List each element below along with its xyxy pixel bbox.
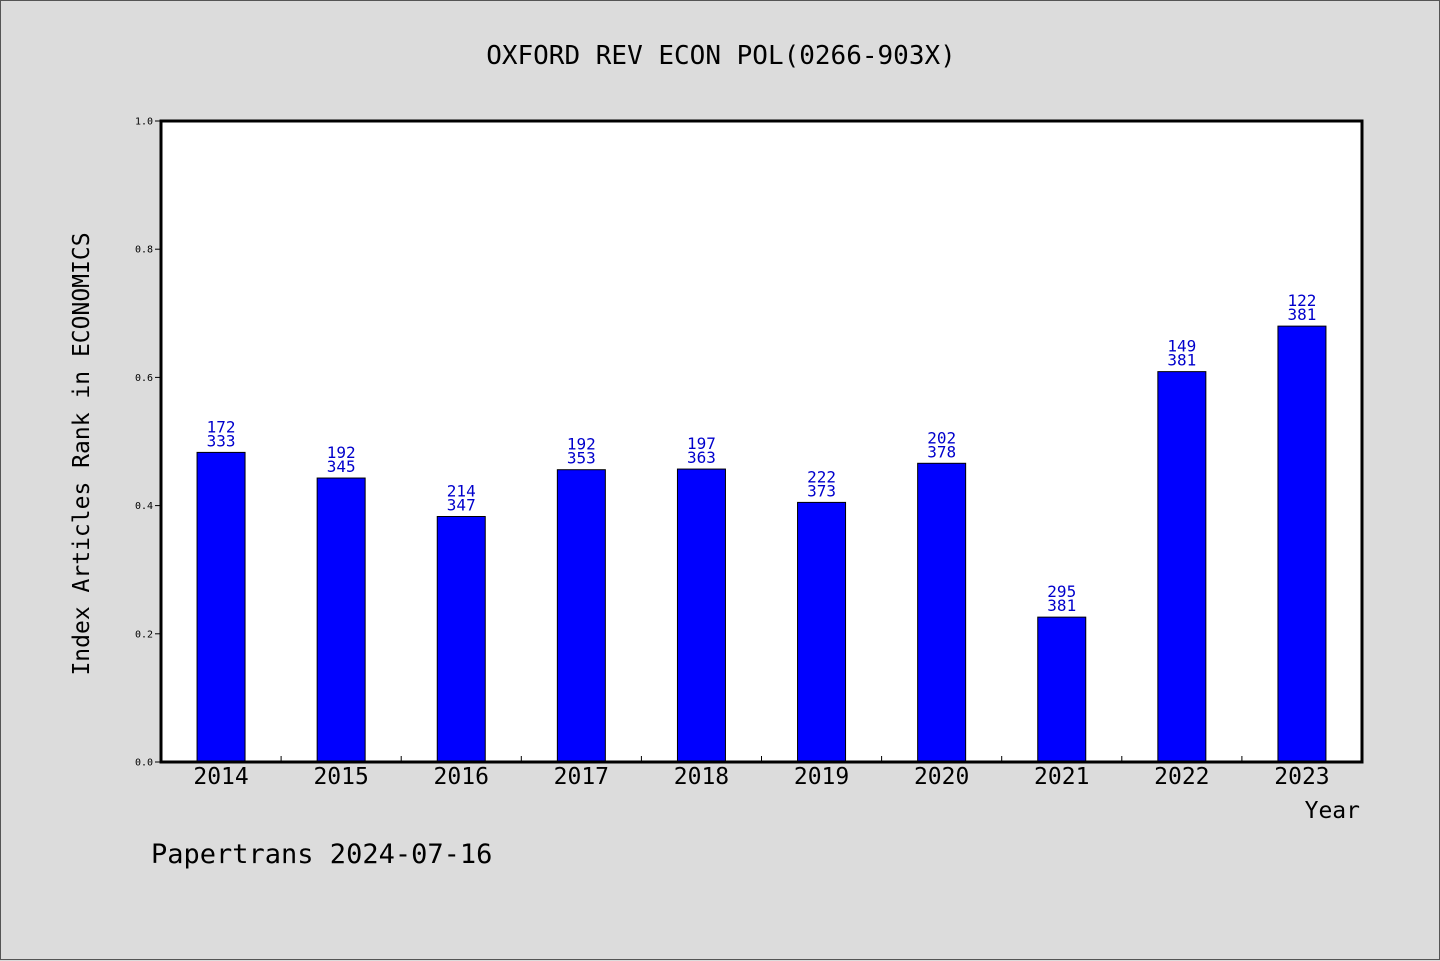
bar-2019 <box>797 501 847 763</box>
x-tick-label: 2016 <box>434 764 489 790</box>
y-tick-label: 1.0 <box>135 117 153 128</box>
y-tick-label: 0.0 <box>135 758 153 769</box>
bar-label-top: 202 <box>927 428 956 447</box>
y-axis-label: Index Articles Rank in ECONOMICS <box>69 232 95 675</box>
bar-2023 <box>1277 325 1327 763</box>
x-tick-label: 2022 <box>1154 764 1209 790</box>
bar-label-top: 192 <box>567 435 596 454</box>
bar-label-top: 192 <box>327 443 356 462</box>
bar-label-bottom: 345 <box>327 457 356 476</box>
bar-2018 <box>676 468 726 763</box>
bar-2020 <box>917 462 967 763</box>
bar-2014 <box>196 451 246 763</box>
y-tick-label: 0.4 <box>135 501 153 512</box>
bar-2015 <box>316 477 366 763</box>
x-tick-label: 2015 <box>313 764 368 790</box>
plot-border <box>159 119 1364 764</box>
y-axis: 0.0 0.2 0.4 0.6 0.8 1.0 <box>135 117 161 769</box>
chart-title: OXFORD REV ECON POL(0266-903X) <box>486 41 956 71</box>
bar-label-bottom: 333 <box>207 431 236 450</box>
x-tick-label: 2018 <box>674 764 729 790</box>
x-tick-label: 2017 <box>554 764 609 790</box>
bar-2016 <box>436 515 486 763</box>
bar-2021 <box>1037 616 1087 763</box>
footer-text: Papertrans 2024-07-16 <box>151 839 492 870</box>
x-tick-label: 2021 <box>1034 764 1089 790</box>
bar-label-bottom: 373 <box>807 481 836 500</box>
bar-label-bottom: 381 <box>1167 351 1196 370</box>
bar-label-bottom: 381 <box>1047 596 1076 615</box>
x-axis-label: Year <box>1305 798 1360 824</box>
bar-label-top: 197 <box>687 434 716 453</box>
bar-label-top: 295 <box>1047 582 1076 601</box>
bar-2022 <box>1157 371 1207 763</box>
bar-label-bottom: 347 <box>447 495 476 514</box>
x-tick-label: 2020 <box>914 764 969 790</box>
y-tick-label: 0.2 <box>135 629 153 640</box>
bar-label-bottom: 378 <box>927 442 956 461</box>
x-axis: 2014 2015 2016 2017 2018 2019 2020 2021 2022 2023 <box>193 756 1330 790</box>
bar-label-top: 122 <box>1287 291 1316 310</box>
bar-label-top: 172 <box>207 417 236 436</box>
y-tick-label: 0.8 <box>135 245 153 256</box>
bar-label-bottom: 363 <box>687 448 716 467</box>
bar-2017 <box>556 469 606 763</box>
x-tick-label: 2019 <box>794 764 849 790</box>
x-tick-label: 2014 <box>193 764 248 790</box>
bar-label-top: 149 <box>1167 337 1196 356</box>
bar-label-bottom: 353 <box>567 449 596 468</box>
bar-label-top: 214 <box>447 481 476 500</box>
bar-label-top: 222 <box>807 467 836 486</box>
bar-label-bottom: 381 <box>1287 305 1316 324</box>
y-tick-label: 0.6 <box>135 373 153 384</box>
x-tick-label: 2023 <box>1274 764 1329 790</box>
